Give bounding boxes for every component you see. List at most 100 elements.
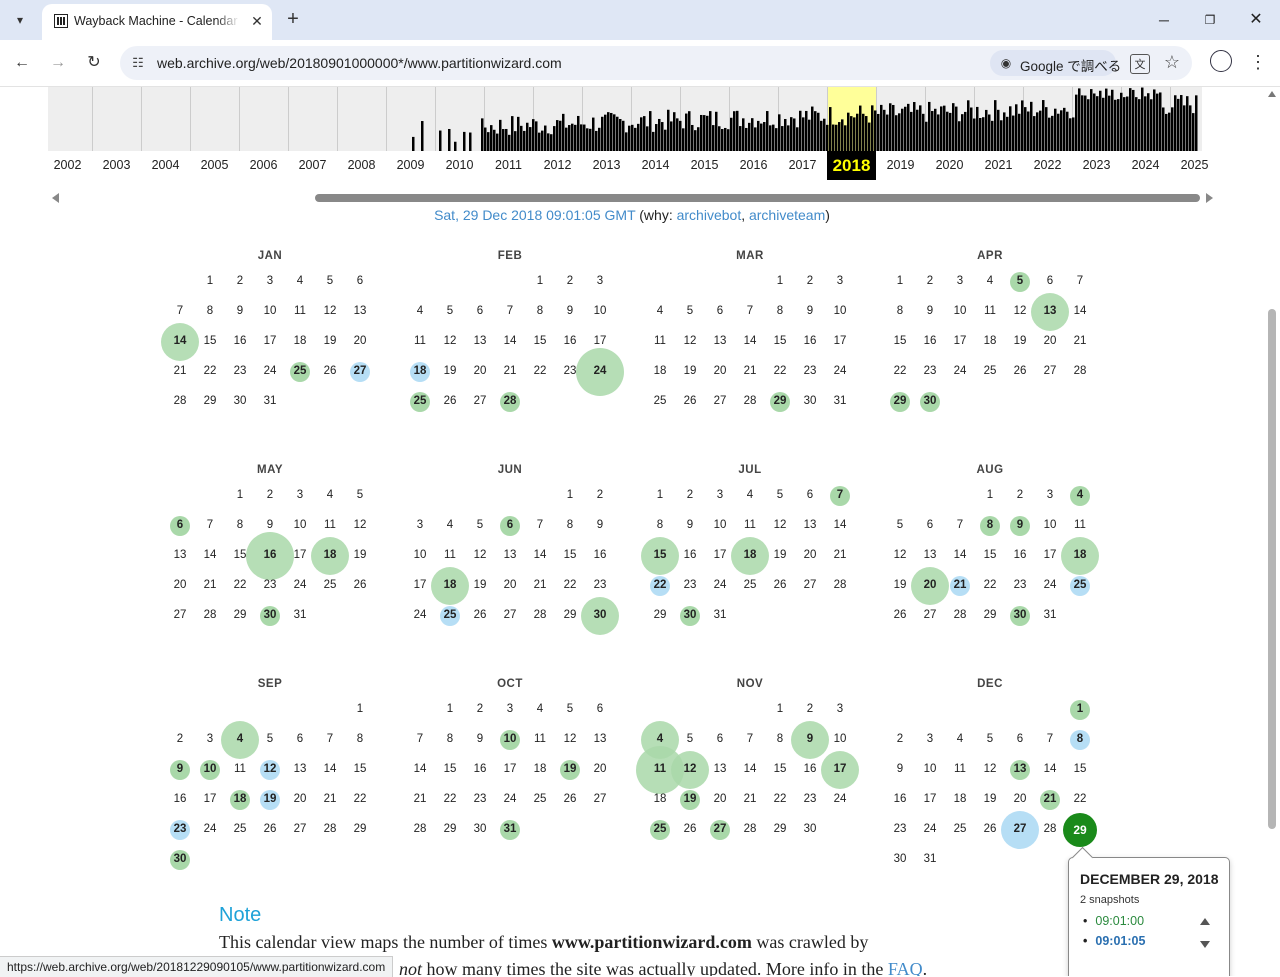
year-2009[interactable]: 2009 (396, 158, 425, 172)
snapshot-bubble[interactable] (650, 576, 670, 596)
year-2015[interactable]: 2015 (690, 158, 719, 172)
tab-search-icon[interactable]: ▾ (16, 13, 24, 27)
browser-tab[interactable]: Wayback Machine - Calendar of ✕ (42, 4, 272, 40)
year-2007[interactable]: 2007 (298, 158, 327, 172)
snapshot-bubble[interactable] (170, 820, 190, 840)
snapshot-bubble[interactable] (500, 392, 520, 412)
day-jan-27[interactable]: 27 (345, 357, 375, 387)
snapshot-bubble[interactable] (350, 362, 370, 382)
snapshot-bubble[interactable] (1010, 516, 1030, 536)
snapshot-bubble[interactable] (311, 537, 349, 575)
day-nov-11[interactable]: 11 (636, 746, 684, 794)
snapshot-bubble[interactable] (770, 392, 790, 412)
snapshot-bubble[interactable] (1063, 813, 1097, 847)
year-2023[interactable]: 2023 (1082, 158, 1111, 172)
snapshot-bubble[interactable] (410, 392, 430, 412)
year-2010[interactable]: 2010 (445, 158, 474, 172)
scroll-left-icon[interactable] (52, 193, 59, 203)
day-jun-18[interactable]: 18 (431, 567, 469, 605)
day-sep-4[interactable]: 4 (221, 721, 259, 759)
snapshot-bubble[interactable] (830, 486, 850, 506)
snapshot-bubble[interactable] (890, 392, 910, 412)
year-2017[interactable]: 2017 (788, 158, 817, 172)
scroll-up-icon[interactable] (1268, 91, 1276, 97)
translate-icon[interactable]: 文 (1130, 54, 1150, 74)
day-nov-12[interactable]: 12 (671, 751, 709, 789)
year-2013[interactable]: 2013 (592, 158, 621, 172)
day-dec-29[interactable]: 29 (1063, 813, 1097, 847)
snapshot-bubble[interactable] (260, 606, 280, 626)
day-aug-21[interactable]: 21 (945, 571, 975, 601)
snapshot-bubble[interactable] (1001, 811, 1039, 849)
year-2006[interactable]: 2006 (249, 158, 278, 172)
maximize-icon[interactable]: ❐ (1204, 13, 1216, 27)
snapshot-bubble[interactable] (230, 790, 250, 810)
day-oct-19[interactable]: 19 (555, 755, 585, 785)
day-sep-23[interactable]: 23 (165, 815, 195, 845)
day-feb-24[interactable]: 24 (576, 348, 624, 396)
url-text[interactable]: web.archive.org/web/20180901000000*/www.… (157, 55, 562, 71)
day-mar-29[interactable]: 29 (765, 387, 795, 417)
day-feb-28[interactable]: 28 (495, 387, 525, 417)
day-apr-13[interactable]: 13 (1031, 293, 1069, 331)
year-2005[interactable]: 2005 (200, 158, 229, 172)
year-2016[interactable]: 2016 (739, 158, 768, 172)
day-dec-1[interactable]: 1 (1065, 695, 1095, 725)
day-sep-30[interactable]: 30 (165, 845, 195, 875)
window-close-icon[interactable]: ✕ (1249, 11, 1263, 28)
archiveteam-link[interactable]: archiveteam (748, 207, 826, 223)
new-tab-icon[interactable]: + (287, 8, 299, 30)
snapshot-bubble[interactable] (1010, 606, 1030, 626)
snapshot-bubble[interactable] (821, 751, 859, 789)
snapshot-bubble[interactable] (1070, 486, 1090, 506)
year-2024[interactable]: 2024 (1131, 158, 1160, 172)
day-apr-5[interactable]: 5 (1005, 267, 1035, 297)
year-2019[interactable]: 2019 (886, 158, 915, 172)
snapshot-bubble[interactable] (500, 730, 520, 750)
day-nov-19[interactable]: 19 (675, 785, 705, 815)
day-aug-20[interactable]: 20 (911, 567, 949, 605)
snapshot-bubble[interactable] (671, 751, 709, 789)
day-may-6[interactable]: 6 (165, 511, 195, 541)
day-aug-9[interactable]: 9 (1005, 511, 1035, 541)
day-feb-25[interactable]: 25 (405, 387, 435, 417)
snapshot-bubble[interactable] (710, 820, 730, 840)
snapshot-bubble[interactable] (410, 362, 430, 382)
snapshot-bubble[interactable] (1070, 576, 1090, 596)
reload-icon[interactable]: ↻ (87, 54, 101, 71)
day-feb-18[interactable]: 18 (405, 357, 435, 387)
day-dec-27[interactable]: 27 (1001, 811, 1039, 849)
year-2020[interactable]: 2020 (935, 158, 964, 172)
snapshot-bubble[interactable] (650, 820, 670, 840)
google-lens-button[interactable]: ◉ Google で調べる (990, 50, 1121, 76)
day-oct-10[interactable]: 10 (495, 725, 525, 755)
snapshot-bubble[interactable] (980, 516, 1000, 536)
day-jul-15[interactable]: 15 (641, 537, 679, 575)
back-icon[interactable]: ← (14, 54, 30, 71)
day-apr-29[interactable]: 29 (885, 387, 915, 417)
menu-icon[interactable]: ⋮ (1249, 52, 1267, 72)
minimize-icon[interactable]: ─ (1159, 12, 1169, 28)
day-nov-27[interactable]: 27 (705, 815, 735, 845)
snapshot-bubble[interactable] (440, 606, 460, 626)
snapshot-bubble[interactable] (170, 516, 190, 536)
snapshot-bubble[interactable] (1040, 790, 1060, 810)
day-dec-21[interactable]: 21 (1035, 785, 1065, 815)
day-jun-30[interactable]: 30 (581, 597, 619, 635)
snapshot-bubble[interactable] (1010, 760, 1030, 780)
day-jul-30[interactable]: 30 (675, 601, 705, 631)
year-2011[interactable]: 2011 (495, 158, 522, 172)
snapshot-bubble[interactable] (260, 760, 280, 780)
day-aug-25[interactable]: 25 (1065, 571, 1095, 601)
snapshot-time-link[interactable]: 09:01:00 (1083, 914, 1144, 928)
capture-sparkline[interactable] (48, 87, 1202, 151)
day-may-18[interactable]: 18 (311, 537, 349, 575)
snapshot-bubble[interactable] (260, 790, 280, 810)
snapshot-bubble[interactable] (1031, 293, 1069, 331)
day-apr-30[interactable]: 30 (915, 387, 945, 417)
day-aug-30[interactable]: 30 (1005, 601, 1035, 631)
day-sep-12[interactable]: 12 (255, 755, 285, 785)
capture-datetime[interactable]: Sat, 29 Dec 2018 09:01:05 GMT (434, 207, 636, 223)
snapshot-bubble[interactable] (221, 721, 259, 759)
snapshot-bubble[interactable] (170, 850, 190, 870)
